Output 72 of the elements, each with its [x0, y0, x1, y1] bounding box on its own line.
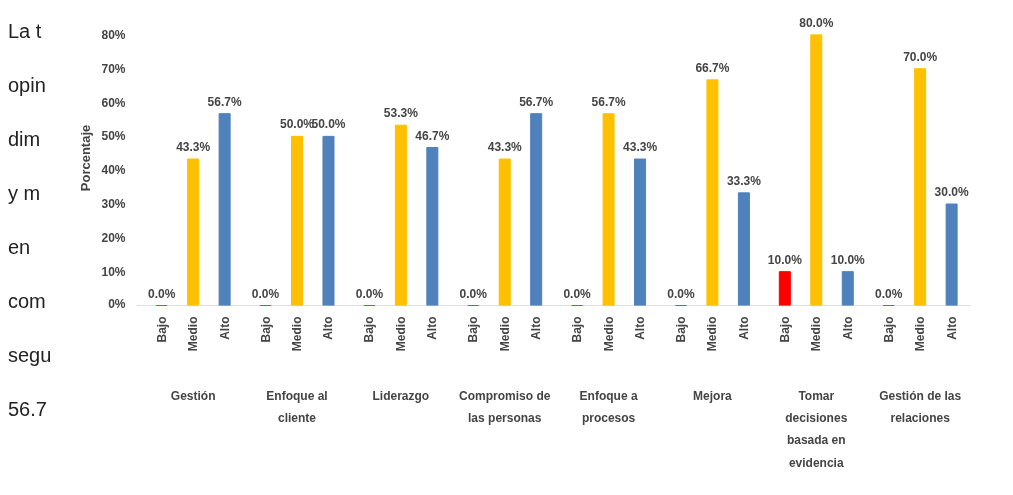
text: Alto	[217, 316, 232, 340]
x-tick-label: Compromiso de las personas	[459, 388, 551, 425]
data-label: 0.0%	[875, 286, 903, 301]
data-label: 70.0%	[903, 49, 938, 64]
y-tick-label: 20%	[101, 230, 126, 245]
text: Medio	[290, 316, 305, 352]
text: Medio	[497, 316, 512, 352]
text: dim	[8, 127, 41, 150]
data-label: 43.3%	[176, 140, 211, 155]
text: Bajo	[154, 316, 169, 343]
data-label: 10.0%	[830, 252, 866, 267]
data-label: 43.3%	[623, 140, 658, 155]
data-label: 56.7%	[519, 94, 554, 109]
text: Medio	[913, 316, 928, 352]
x-tick-label: Mejora	[693, 388, 733, 403]
y-tick-label: 80%	[101, 27, 126, 42]
text: Alto	[736, 316, 751, 340]
x-tick-label: Tomar decisiones basada en evidencia	[785, 388, 848, 470]
x-tick-label: Enfoque a procesos	[579, 388, 638, 425]
text: opin	[8, 73, 46, 96]
data-label: 10.0%	[767, 252, 803, 267]
text: Bajo	[466, 316, 481, 343]
data-label: 33.3%	[726, 173, 762, 188]
text: Bajo	[362, 316, 377, 343]
text: Alto	[529, 316, 544, 340]
data-label: 53.3%	[383, 106, 419, 121]
text: Alto	[944, 316, 959, 340]
text: La t	[8, 19, 42, 42]
x-tick-label: Gestión	[170, 388, 216, 403]
data-label: 80.0%	[799, 15, 834, 30]
y-tick-label: 0%	[108, 296, 126, 311]
text: Alto	[840, 316, 855, 340]
y-axis-title: Porcentaje	[78, 124, 94, 192]
y-tick-label: 60%	[101, 95, 126, 110]
text: Alto	[425, 316, 440, 340]
data-label: 56.7%	[591, 94, 626, 109]
data-label: 0.0%	[667, 286, 695, 301]
text: y m	[8, 181, 41, 204]
text: Medio	[186, 316, 201, 352]
text: Bajo	[258, 316, 273, 343]
data-label: 0.0%	[563, 286, 592, 301]
text: com	[8, 289, 46, 312]
text: Medio	[393, 316, 408, 352]
x-tick-label: Liderazgo	[372, 388, 430, 403]
text: segu	[8, 343, 52, 366]
y-tick-label: 30%	[101, 197, 126, 212]
y-tick-label: 40%	[101, 163, 126, 178]
text: Bajo	[570, 316, 585, 343]
x-tick-label: Enfoque al cliente	[266, 388, 328, 425]
data-label: 56.7%	[207, 94, 242, 109]
text: Bajo	[881, 316, 896, 343]
data-label: 30.0%	[934, 185, 969, 200]
text: Bajo	[673, 316, 688, 343]
y-tick-label: 10%	[101, 264, 126, 279]
text: 56.7	[8, 397, 47, 420]
text: Medio	[809, 316, 824, 352]
data-label: 43.3%	[487, 140, 523, 155]
data-label: 0.0%	[355, 286, 384, 301]
text: Medio	[601, 316, 616, 352]
data-label: 0.0%	[148, 286, 176, 301]
text: Bajo	[777, 316, 792, 343]
data-label: 66.7%	[695, 60, 730, 75]
data-label: 0.0%	[459, 286, 488, 301]
y-tick-label: 50%	[101, 129, 126, 144]
text: Alto	[321, 316, 336, 340]
text: Alto	[633, 316, 648, 340]
x-tick-label: Gestión de las relaciones	[879, 388, 962, 425]
text: Medio	[705, 316, 720, 352]
data-label: 0.0%	[251, 286, 280, 301]
text: en	[8, 235, 31, 258]
data-label: 46.7%	[415, 128, 450, 143]
y-tick-label: 70%	[101, 61, 126, 76]
